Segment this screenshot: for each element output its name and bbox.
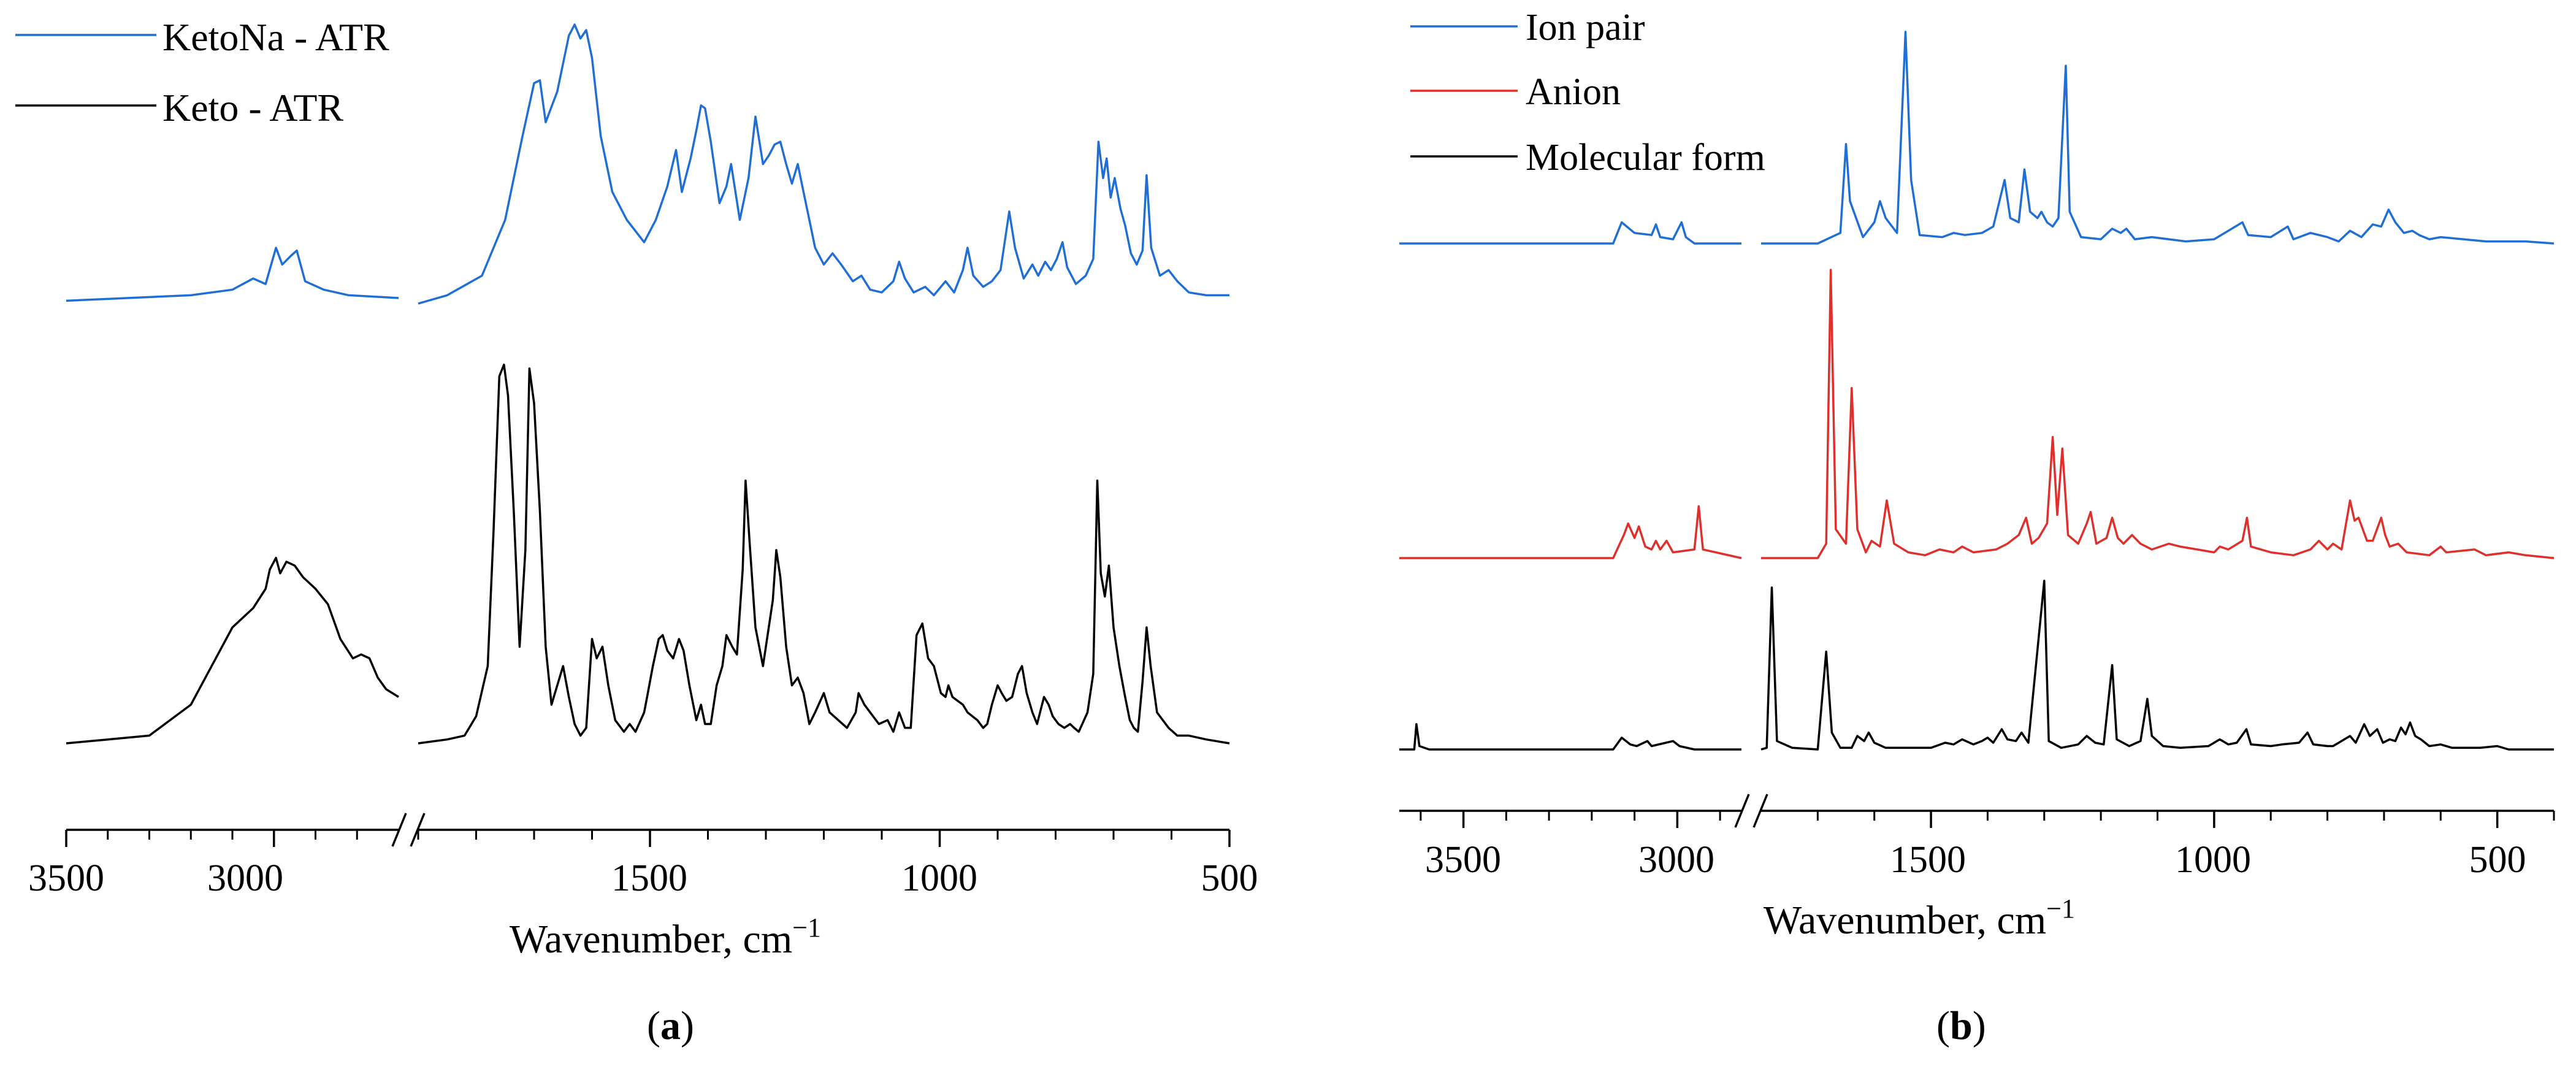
tick-label-b-3500: 3500 <box>1425 839 1501 881</box>
series-line-molecular-form-seg-0 <box>1399 723 1741 751</box>
legend-a: KetoNa - ATR Keto - ATR <box>15 15 389 129</box>
panel-label-b: (b) <box>1936 1003 1986 1048</box>
x-axis-a: 3500 3000 1500 1000 500 Wavenumber, cm−1 <box>28 813 1258 962</box>
x-axis-title-b-sup: −1 <box>2046 894 2075 924</box>
legend-label-keto: Keto - ATR <box>162 86 343 129</box>
series-line-keto-atr-seg-0 <box>66 556 399 745</box>
panel-label-b-letter: b <box>1949 1003 1973 1048</box>
tick-label-a-1500: 1500 <box>611 857 687 899</box>
tick-label-a-3000: 3000 <box>207 857 283 899</box>
tick-label-a-500: 500 <box>1201 857 1258 899</box>
tick-labels-b: 3500 3000 1500 1000 500 <box>1425 839 2526 881</box>
x-axis-b: 3500 3000 1500 1000 500 Wavenumber, cm−1 <box>1399 794 2555 943</box>
x-axis-title-b: Wavenumber, cm−1 <box>1764 894 2075 943</box>
axis-break-mark-a1 <box>391 813 407 847</box>
tick-labels-a: 3500 3000 1500 1000 500 <box>28 857 1258 899</box>
series-line-ion-pair-seg-0 <box>1399 221 1741 245</box>
axis-break-mark-b1 <box>1734 794 1750 828</box>
tick-label-a-3500: 3500 <box>28 857 104 899</box>
legend-label-ketona: KetoNa - ATR <box>162 15 389 59</box>
tick-label-b-500: 500 <box>2469 839 2526 881</box>
chart-panel-a: KetoNa - ATR Keto - ATR 3500 3000 1500 1… <box>15 15 1258 962</box>
legend-label-ion-pair: Ion pair <box>1526 7 1645 48</box>
tick-label-b-1000: 1000 <box>2175 839 2251 881</box>
x-axis-title-a-text: Wavenumber, cm <box>510 917 792 962</box>
series-line-anion-seg-0 <box>1399 505 1742 559</box>
series-group-a <box>66 23 1230 745</box>
legend-b: Ion pair Anion Molecular form <box>1410 7 1765 178</box>
tick-label-b-1500: 1500 <box>1890 839 1966 881</box>
legend-label-molecular-form: Molecular form <box>1526 137 1765 178</box>
x-axis-title-a: Wavenumber, cm−1 <box>510 913 821 962</box>
ticks-b <box>1420 811 2555 828</box>
tick-label-a-1000: 1000 <box>901 857 977 899</box>
series-line-ketona-atr-seg-0 <box>66 247 399 302</box>
x-axis-title-b-text: Wavenumber, cm <box>1764 898 2046 943</box>
ticks-a <box>65 830 1231 847</box>
x-axis-title-a-sup: −1 <box>792 913 821 943</box>
series-line-molecular-form-seg-1 <box>1760 580 2554 751</box>
series-line-keto-atr-seg-1 <box>418 363 1230 745</box>
panel-label-a-letter: a <box>660 1003 681 1048</box>
panel-label-a: (a) <box>647 1003 694 1048</box>
chart-panel-b: Ion pair Anion Molecular form 3500 3000 … <box>1399 7 2555 943</box>
series-line-anion-seg-1 <box>1761 269 2555 559</box>
series-line-ketona-atr-seg-1 <box>418 23 1229 305</box>
series-line-ion-pair-seg-1 <box>1761 31 2555 245</box>
axis-break-mark-b2 <box>1752 794 1768 828</box>
tick-label-b-3000: 3000 <box>1638 839 1714 881</box>
legend-label-anion: Anion <box>1526 71 1621 113</box>
series-group-b <box>1399 31 2555 751</box>
